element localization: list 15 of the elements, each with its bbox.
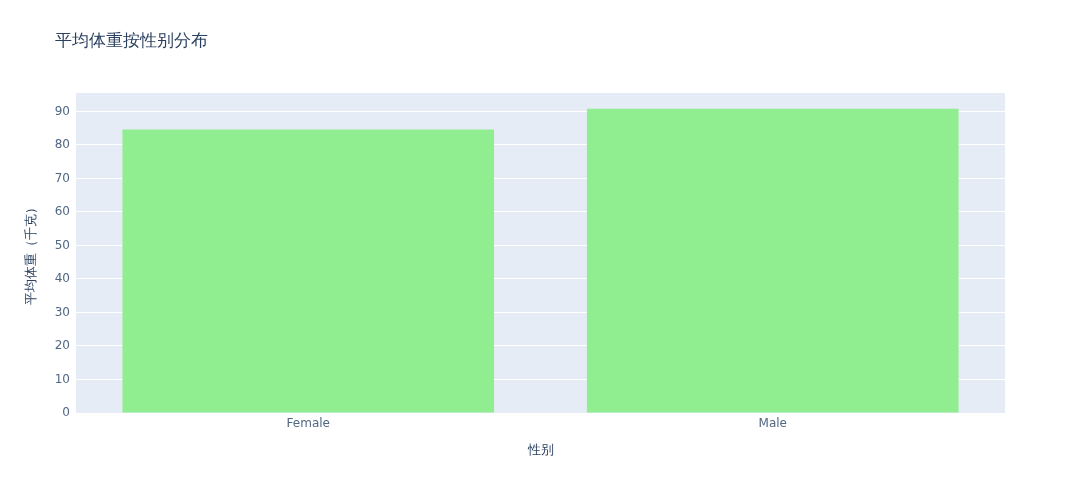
y-tick-label: 60 xyxy=(54,204,70,219)
y-tick-label: 70 xyxy=(54,170,70,185)
x-axis-title: 性别 xyxy=(526,441,554,457)
x-tick-label: Female xyxy=(286,416,330,431)
y-tick-label: 0 xyxy=(62,405,70,420)
x-tick-label: Male xyxy=(758,416,787,431)
y-tick-label: 50 xyxy=(54,237,70,252)
y-axis-title: 平均体重（千克） xyxy=(23,201,39,305)
y-tick-label: 90 xyxy=(54,103,70,118)
y-tick-label: 30 xyxy=(54,304,70,319)
y-tick-label: 10 xyxy=(54,371,70,386)
y-tick-label: 80 xyxy=(54,137,70,152)
y-tick-label: 40 xyxy=(54,271,70,286)
chart-title: 平均体重按性别分布 xyxy=(55,29,208,52)
y-tick-label: 20 xyxy=(54,338,70,353)
